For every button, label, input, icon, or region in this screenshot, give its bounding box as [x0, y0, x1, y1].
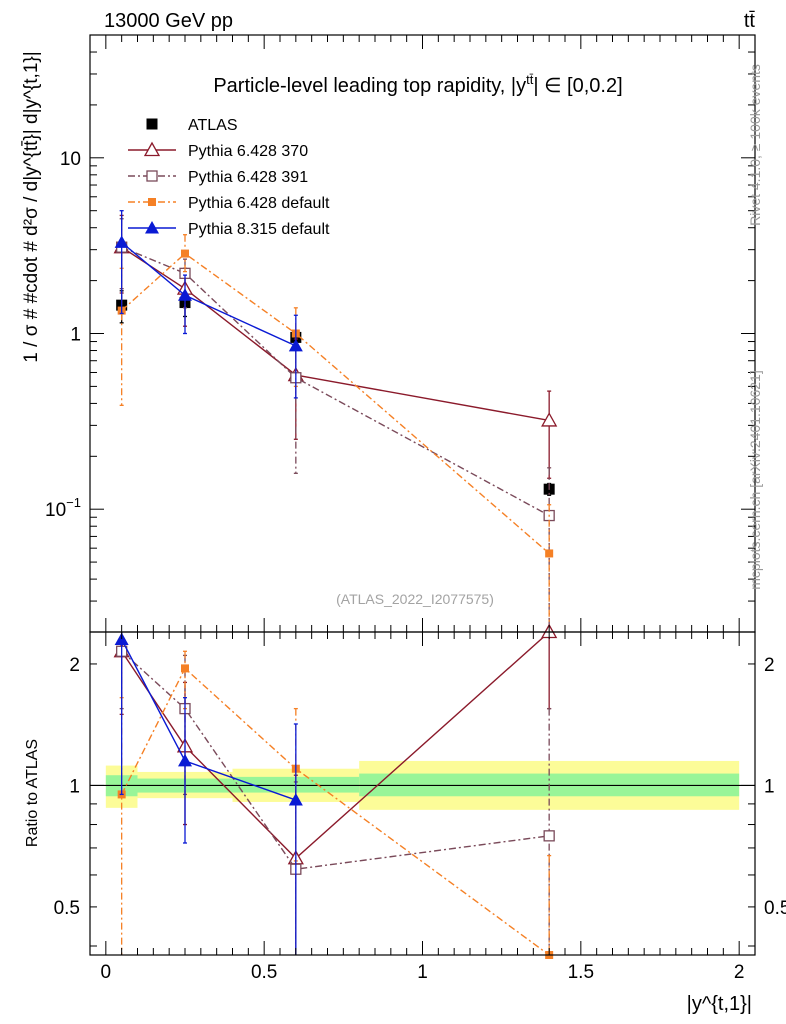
legend-label-pythia-6-428-default: Pythia 6.428 default — [188, 195, 330, 212]
main-line-pythia-8-315-default — [121, 241, 297, 347]
plot-title-main: Particle-level leading top rapidity, |y — [213, 75, 526, 97]
xtick-label-2: 1 — [417, 962, 428, 983]
process-label: tt̄ — [744, 10, 756, 32]
plot-title-sup: tt̄ — [526, 72, 534, 87]
xtick-label-4: 2 — [734, 962, 745, 983]
legend-label-pythia-8-315-default: Pythia 8.315 default — [188, 221, 330, 238]
xtick-label-3: 1.5 — [568, 962, 594, 983]
main-ytick-label-0: 10−1 — [45, 495, 81, 521]
plot-title: Particle-level leading top rapidity, |yt… — [213, 72, 622, 97]
ratio-y-axis-label: Ratio to ATLAS — [24, 739, 41, 847]
legend-marker-pythia-8-315-default — [145, 221, 159, 234]
main-line-pythia-6-428-370 — [121, 246, 550, 422]
main-ytick-label-1: 1 — [70, 325, 81, 346]
legend-label-atlas: ATLAS — [188, 117, 238, 134]
x-axis-label: |y^{t,1}| — [687, 993, 752, 1015]
ratio-line-pythia-6-428-391 — [121, 650, 550, 870]
ratio-point-pythia-6-428-default-1 — [181, 664, 189, 673]
legend-label-pythia-6-428-370: Pythia 6.428 370 — [188, 143, 308, 160]
main-point-pythia-8-315-default-2 — [288, 338, 303, 352]
analysis-watermark: (ATLAS_2022_I2077575) — [336, 591, 494, 607]
main-point-pythia-8-315-default-1 — [178, 288, 192, 301]
main-series-pythia-6-428-391 — [116, 218, 555, 632]
legend-entry-atlas: ATLAS — [146, 117, 238, 134]
main-series-pythia-8-315-default — [114, 210, 303, 399]
xtick-label-0: 0 — [101, 962, 112, 983]
ratio-point-pythia-6-428-391-3 — [543, 830, 555, 842]
legend-marker-pythia-6-428-391 — [146, 170, 158, 182]
ratio-ytick-label-left-1: 1 — [69, 776, 80, 797]
legend-marker-pythia-6-428-default — [148, 198, 156, 206]
main-series-atlas — [116, 290, 555, 496]
beam-label: 13000 GeV pp — [104, 10, 233, 32]
main-y-axis-label: 1 / σ # #cdot # d²σ / d|y^{tt̄}| d|y^{t,… — [21, 51, 42, 362]
main-panel-series — [113, 210, 558, 632]
plot-title-tail: | ∈ [0,0.2] — [533, 75, 622, 97]
ratio-ytick-label-left-2: 2 — [69, 655, 80, 676]
main-line-pythia-6-428-391 — [121, 246, 550, 517]
legend: ATLAS Pythia 6.428 370 Pythia 6.428 391 Pyt… — [128, 117, 330, 238]
main-ytick-label-2: 10 — [60, 149, 81, 170]
ratio-point-pythia-8-315-default-2 — [288, 793, 303, 806]
ratio-ytick-label-right-1: 1 — [764, 776, 775, 797]
main-point-pythia-6-428-default-1 — [181, 249, 189, 258]
main-point-pythia-6-428-default-3 — [545, 549, 554, 558]
legend-marker-atlas — [146, 118, 158, 130]
main-point-pythia-6-428-370-3 — [541, 412, 558, 427]
ratio-ytick-label-left-0: 0.5 — [54, 898, 80, 919]
axes: 10−1 1 10 0.5 0.5 1 1 2 2 0 0.5 1 1.5 2 — [45, 34, 786, 983]
legend-marker-pythia-6-428-370 — [143, 141, 161, 157]
legend-entry-pythia-6-428-default: Pythia 6.428 default — [128, 195, 330, 212]
main-point-pythia-8-315-default-0 — [114, 235, 129, 248]
rivet-label: Rivet 4.1.0, ≥ 100k events — [747, 64, 763, 226]
legend-entry-pythia-6-428-370: Pythia 6.428 370 — [128, 141, 308, 160]
main-series-pythia-6-428-370 — [113, 214, 558, 479]
legend-entry-pythia-8-315-default: Pythia 8.315 default — [128, 221, 330, 238]
legend-label-pythia-6-428-391: Pythia 6.428 391 — [188, 169, 308, 186]
main-line-pythia-6-428-default — [121, 252, 550, 554]
mcplots-label: mcplots.cern.ch [arXiv:2401.10621] — [747, 370, 763, 589]
ratio-ytick-label-right-0: 0.5 — [764, 898, 786, 919]
ratio-line-pythia-6-428-default — [121, 667, 550, 956]
ratio-point-pythia-8-315-default-1 — [178, 753, 192, 767]
legend-entry-pythia-6-428-391: Pythia 6.428 391 — [128, 169, 308, 186]
ratio-ytick-label-right-2: 2 — [764, 655, 775, 676]
xtick-label-1: 0.5 — [251, 962, 277, 983]
